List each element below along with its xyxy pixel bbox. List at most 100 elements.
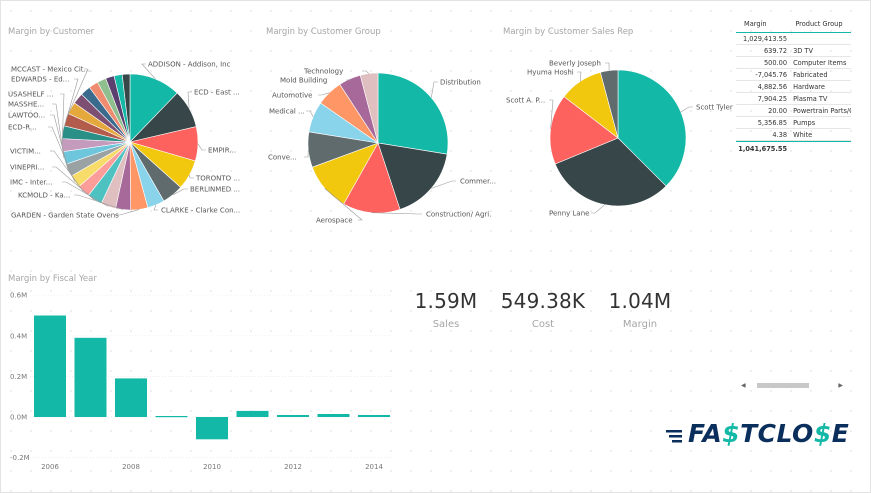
cell-margin: 500.00: [763, 58, 788, 67]
bar[interactable]: [236, 410, 269, 417]
cell-product-group: Powertrain Parts/C: [793, 106, 851, 115]
x-tick-label: 2014: [365, 463, 383, 471]
pie-slice[interactable]: [549, 96, 619, 165]
pie-slice[interactable]: [377, 142, 448, 210]
kpi-sales-value: 1.59M: [414, 289, 478, 313]
margin-by-fiscal-year-visual[interactable]: Margin by Fiscal Year 0.6M 0.4M 0.2M 0.0M -0…: [8, 274, 398, 474]
margin-by-customer-group-visual[interactable]: Margin by Customer Group Distribution Com…: [266, 27, 506, 227]
pie-slice[interactable]: [121, 73, 131, 143]
cell-margin: 639.72: [763, 46, 788, 55]
margin-by-product-group-table[interactable]: Margin Product Group 1,029,413.55 639.72 3…: [736, 16, 851, 155]
margin-by-customer-visual[interactable]: Margin by Customer ADDISON - Addison, In…: [8, 27, 258, 222]
visual-title: Margin by Customer Group: [266, 27, 381, 37]
margin-by-customer-pie: ADDISON - Addison, Inc ECD - East ... EMPI…: [8, 61, 240, 220]
bar[interactable]: [277, 415, 309, 417]
table-row[interactable]: 4.38 White: [736, 129, 851, 141]
pie-data-label: Medical ...: [269, 108, 305, 116]
table-row[interactable]: 4,882.56 Hardware: [736, 81, 851, 93]
kpi-cost-card[interactable]: 549.38K Cost: [495, 289, 591, 330]
pie-leader-line: [50, 150, 84, 192]
table-row[interactable]: -7,045.76 Fabricated: [736, 69, 851, 81]
pie-data-label: Distribution: [440, 79, 481, 87]
pie-slice[interactable]: [554, 137, 667, 207]
bar[interactable]: [317, 414, 350, 417]
visual-title: Margin by Fiscal Year: [8, 274, 97, 284]
x-tick-label: 2010: [203, 463, 221, 471]
pie-leader-line: [306, 110, 314, 117]
scroll-right-icon[interactable]: ▶: [838, 382, 843, 389]
pie-leader-line: [62, 181, 109, 207]
pie-data-label: Automotive: [272, 92, 313, 100]
cell-product-group: Plasma TV: [793, 94, 828, 103]
bar[interactable]: [196, 417, 228, 440]
table-row[interactable]: 1,029,413.55: [736, 33, 851, 45]
pie-data-label: Scott Tyler: [696, 104, 733, 112]
bar[interactable]: [155, 416, 188, 418]
pie-leader-line: [52, 103, 65, 159]
table-row[interactable]: 639.72 3D TV: [736, 45, 851, 57]
margin-by-fiscal-year-bar-chart: 0.6M 0.4M 0.2M 0.0M -0.2M 2006 2008 2010 2012 201…: [10, 292, 393, 471]
cell-product-group: 3D TV: [793, 46, 813, 55]
y-tick-label: 0.6M: [10, 292, 27, 300]
margin-by-sales-rep-pie: Scott Tyler Penny Lane Scott A. P... Hyuma …: [506, 60, 733, 218]
kpi-margin-card[interactable]: 1.04M Margin: [592, 289, 688, 330]
pie-data-label: VICTIM...: [10, 148, 41, 156]
column-header-margin[interactable]: Margin: [744, 20, 767, 28]
pie-slice[interactable]: [359, 72, 379, 144]
pie-data-label: ADDISON - Addison, Inc: [148, 61, 231, 69]
pie-data-label: IMC - Inter...: [10, 179, 52, 187]
pie-data-label: KCMOLD - Ka...: [18, 192, 70, 200]
pie-leader-line: [304, 149, 309, 158]
pie-leader-line: [187, 91, 192, 109]
pie-data-label: Construction/ Agri.: [426, 211, 491, 219]
pie-data-label: ECD - East ...: [194, 89, 240, 97]
pie-data-label: USASHELF ...: [8, 91, 53, 99]
pie-data-label: VINEPRI...: [10, 164, 44, 172]
logo-wordmark: FA$TCLO$E: [688, 419, 850, 448]
pie-data-label: Hyuma Hoshi: [527, 69, 574, 77]
pie-slice[interactable]: [343, 142, 401, 214]
scroll-thumb[interactable]: [757, 383, 809, 388]
pie-data-label: CLARKE - Clarke Con...: [161, 207, 240, 215]
pie-data-label: MASSHE...: [8, 101, 44, 109]
speed-lines-icon: [666, 430, 682, 443]
kpi-sales-card[interactable]: 1.59M Sales: [398, 289, 494, 330]
table-row[interactable]: 500.00 Computer Items: [736, 57, 851, 69]
cell-margin: -7,045.76: [755, 70, 788, 79]
column-header-product-group[interactable]: Product Group: [795, 20, 843, 28]
pie-leader-line: [74, 194, 124, 210]
pie-leader-line: [153, 204, 158, 211]
y-tick-label: 0.4M: [10, 332, 27, 340]
pie-slice[interactable]: [377, 72, 449, 155]
pie-leader-line: [115, 209, 140, 216]
pie-leader-line: [141, 63, 156, 80]
visual-title: Margin by Customer: [8, 27, 95, 37]
pie-data-label: Mold Building: [280, 77, 327, 85]
pie-leader-line: [346, 78, 351, 81]
pie-data-label: Commer...: [460, 178, 496, 186]
cell-product-group: Hardware: [793, 82, 825, 91]
cell-margin: 4,882.56: [757, 82, 788, 91]
bar[interactable]: [358, 415, 390, 417]
cell-product-group: Pumps: [793, 118, 816, 127]
pie-data-label: MCCAST - Mexico Cit...: [11, 66, 90, 74]
bar[interactable]: [115, 378, 147, 417]
pie-data-label: TORONTO ...: [195, 175, 240, 183]
x-tick-label: 2012: [284, 463, 302, 471]
pie-leader-line: [48, 126, 75, 182]
pie-leader-line: [197, 143, 206, 151]
cell-product-group: Fabricated: [793, 70, 828, 79]
table-header: Margin Product Group: [736, 16, 851, 33]
table-row[interactable]: 5,356.85 Pumps: [736, 117, 851, 129]
table-row[interactable]: 7,904.25 Plasma TV: [736, 93, 851, 105]
pie-leader-line: [50, 114, 69, 171]
bar[interactable]: [34, 315, 66, 418]
table-horizontal-scrollbar[interactable]: ◀ ▶: [741, 381, 843, 389]
table-row[interactable]: 20.00 Powertrain Parts/C: [736, 105, 851, 117]
margin-by-sales-rep-visual[interactable]: Margin by Customer Sales Rep Scott Tyler…: [503, 27, 733, 227]
scroll-left-icon[interactable]: ◀: [741, 382, 746, 389]
cell-margin: 20.00: [768, 106, 788, 115]
bar[interactable]: [74, 337, 107, 417]
kpi-cost-label: Cost: [531, 319, 555, 330]
pie-leader-line: [577, 71, 582, 82]
